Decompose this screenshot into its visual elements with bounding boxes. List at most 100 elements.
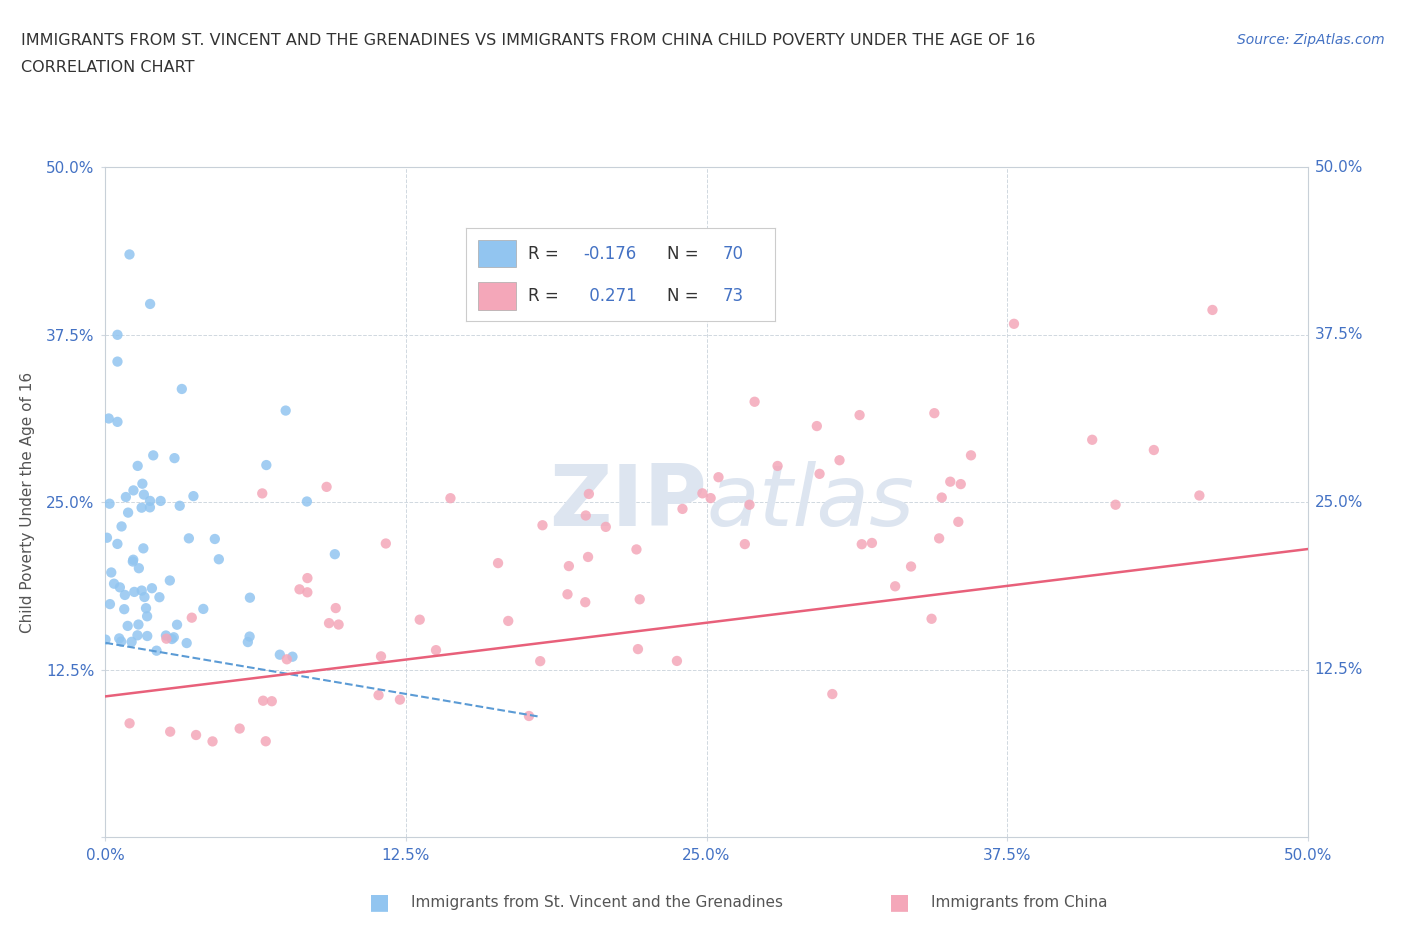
- Point: [193, 602, 215, 617]
- Text: Source: ZipAtlas.com: Source: ZipAtlas.com: [1237, 33, 1385, 46]
- Text: CORRELATION CHART: CORRELATION CHART: [21, 60, 194, 75]
- Text: ■: ■: [370, 892, 389, 912]
- Point: [252, 486, 274, 501]
- Text: 73: 73: [723, 287, 744, 305]
- Point: [884, 578, 907, 593]
- Point: [281, 649, 304, 664]
- Text: ZIP: ZIP: [548, 460, 707, 544]
- Text: R =: R =: [529, 287, 564, 305]
- Point: [297, 585, 319, 600]
- Point: [115, 489, 138, 504]
- Point: [252, 693, 274, 708]
- Point: [297, 571, 319, 586]
- Point: [236, 634, 259, 649]
- Point: [575, 508, 598, 523]
- Point: [766, 458, 789, 473]
- Point: [131, 500, 153, 515]
- Point: [367, 687, 389, 702]
- Point: [122, 483, 145, 498]
- Point: [557, 587, 579, 602]
- Point: [100, 565, 122, 580]
- Point: [163, 451, 186, 466]
- Point: [851, 537, 873, 551]
- Point: [142, 448, 165, 463]
- Text: 0.271: 0.271: [583, 287, 637, 305]
- Point: [139, 297, 162, 312]
- Text: R =: R =: [529, 245, 564, 262]
- Point: [627, 642, 650, 657]
- Point: [155, 631, 177, 646]
- Point: [118, 247, 141, 262]
- Text: Immigrants from China: Immigrants from China: [931, 895, 1108, 910]
- Point: [900, 559, 922, 574]
- Point: [665, 654, 688, 669]
- Point: [107, 354, 129, 369]
- Point: [127, 628, 149, 643]
- Point: [163, 630, 186, 644]
- Point: [204, 532, 226, 547]
- Point: [576, 550, 599, 565]
- Point: [323, 547, 346, 562]
- Point: [98, 597, 121, 612]
- Point: [318, 616, 340, 631]
- Point: [558, 559, 581, 574]
- Point: [117, 505, 139, 520]
- Point: [114, 588, 136, 603]
- Text: IMMIGRANTS FROM ST. VINCENT AND THE GRENADINES VS IMMIGRANTS FROM CHINA CHILD PO: IMMIGRANTS FROM ST. VINCENT AND THE GREN…: [21, 33, 1035, 47]
- Point: [828, 453, 851, 468]
- Point: [239, 629, 262, 644]
- Point: [921, 611, 943, 626]
- Point: [149, 494, 172, 509]
- Point: [269, 647, 291, 662]
- Point: [628, 591, 651, 606]
- Point: [409, 612, 432, 627]
- Text: 70: 70: [723, 245, 744, 262]
- Point: [738, 498, 761, 512]
- Point: [96, 530, 118, 545]
- Point: [949, 477, 972, 492]
- Point: [939, 474, 962, 489]
- Point: [208, 551, 231, 566]
- Point: [860, 536, 883, 551]
- Point: [112, 602, 135, 617]
- Point: [924, 405, 946, 420]
- Point: [132, 541, 155, 556]
- Point: [159, 724, 181, 739]
- Point: [274, 403, 297, 418]
- Point: [148, 590, 170, 604]
- Point: [160, 631, 183, 646]
- Point: [808, 467, 831, 482]
- Point: [260, 694, 283, 709]
- Text: 50.0%: 50.0%: [1315, 160, 1362, 175]
- Point: [117, 618, 139, 633]
- Text: 37.5%: 37.5%: [1315, 327, 1362, 342]
- Point: [132, 487, 155, 502]
- Point: [821, 686, 844, 701]
- Point: [108, 631, 131, 645]
- Point: [131, 476, 153, 491]
- Point: [139, 494, 162, 509]
- Text: atlas: atlas: [707, 460, 914, 544]
- Point: [121, 554, 143, 569]
- Text: 25.0%: 25.0%: [1315, 495, 1362, 510]
- Point: [574, 595, 596, 610]
- Point: [1201, 302, 1223, 317]
- Point: [948, 514, 970, 529]
- Point: [201, 734, 224, 749]
- Point: [136, 629, 159, 644]
- Point: [166, 618, 188, 632]
- Point: [180, 610, 202, 625]
- Point: [531, 518, 554, 533]
- Point: [107, 537, 129, 551]
- Text: N =: N =: [666, 245, 704, 262]
- Bar: [478, 240, 516, 268]
- Point: [626, 542, 648, 557]
- Point: [744, 394, 766, 409]
- Point: [370, 649, 392, 664]
- Point: [806, 418, 828, 433]
- Point: [128, 561, 150, 576]
- Y-axis label: Child Poverty Under the Age of 16: Child Poverty Under the Age of 16: [20, 372, 35, 632]
- Point: [931, 490, 953, 505]
- Point: [1081, 432, 1104, 447]
- Point: [692, 485, 714, 500]
